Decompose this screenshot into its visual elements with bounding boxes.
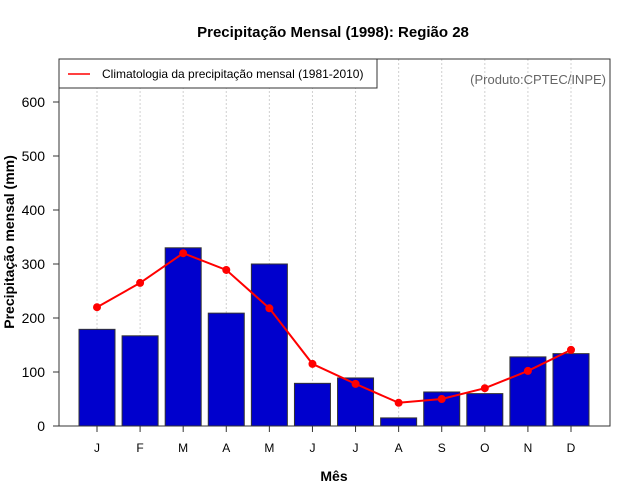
y-tick-label: 300 [22,256,46,272]
legend-label: Climatologia da precipitação mensal (198… [102,67,363,81]
bar [552,353,590,427]
y-tick-label: 400 [22,202,46,218]
bar [380,417,418,427]
climatology-point [394,398,403,407]
bar [293,382,331,427]
climatology-point [308,359,317,368]
x-tick-label: A [222,441,230,455]
y-tick-label: 0 [37,418,45,434]
x-tick-label: F [136,441,143,455]
x-tick-label: J [353,441,359,455]
climatology-point [351,379,360,388]
climatology-point [136,278,145,287]
climatology-point [179,249,188,258]
y-axis: 0 100 200 300 400 500 600 [22,94,59,434]
legend: Climatologia da precipitação mensal (198… [58,58,378,89]
chart-title: Precipitação Mensal (1998): Região 28 [197,24,469,41]
climatology-point [480,384,489,393]
credit-annotation: (Produto:CPTEC/INPE) [470,72,606,87]
x-tick-label: J [94,441,100,455]
bars [78,247,590,427]
bar [164,247,202,427]
x-tick-label: M [178,441,188,455]
x-tick-label: M [264,441,274,455]
x-tick-label: A [395,441,403,455]
climatology-point [567,345,575,354]
bar [121,335,159,427]
y-tick-label: 200 [22,310,46,326]
x-axis-label: Mês [320,468,347,484]
bar [466,393,504,427]
climatology-point [265,304,274,313]
y-tick-label: 500 [22,148,46,164]
climatology-point [93,303,101,312]
y-tick-label: 100 [22,364,46,380]
climatology-point [222,265,231,274]
x-tick-label: D [567,441,576,455]
legend-box [58,58,378,89]
climatology-point [437,395,446,403]
bar [250,263,288,427]
y-axis-label: Precipitação mensal (mm) [1,155,17,329]
y-tick-label: 600 [22,94,46,110]
x-tick-label: J [309,441,315,455]
bar [207,312,245,427]
climatology-line [93,249,575,407]
x-tick-label: S [438,441,446,455]
climatology-polyline [96,252,572,404]
bar [78,328,116,427]
climatology-point [523,366,532,375]
x-tick-label: N [524,441,533,455]
x-tick-label: O [480,441,489,455]
